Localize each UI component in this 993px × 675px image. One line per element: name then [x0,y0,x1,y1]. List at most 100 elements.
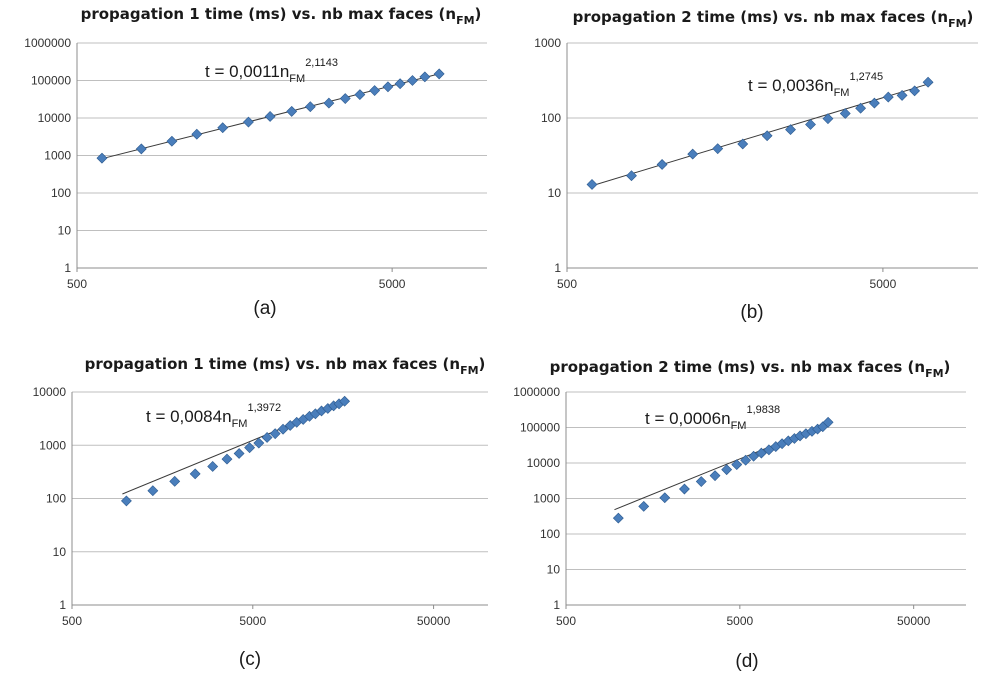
data-point [785,124,796,136]
chart-panel-d: propagation 2 time (ms) vs. nb max faces… [513,358,966,672]
x-tick-label: 500 [62,614,82,628]
data-point [269,428,281,440]
equation-superscript: 1,3972 [247,402,281,414]
data-point [221,453,233,465]
data-point [354,89,366,101]
chart-title-close: ) [944,358,951,376]
y-tick-label: 1000 [533,492,560,506]
chart-title-subscript: FM [948,17,966,30]
data-point [721,464,733,476]
data-point [695,476,707,487]
data-point [286,105,298,117]
chart-title: propagation 1 time (ms) vs. nb max faces… [81,5,482,27]
y-tick-label: 1000 [534,36,561,50]
equation-text: t = 0,0006n [645,409,731,428]
data-point [638,500,650,512]
data-point [264,111,276,122]
y-tick-label: 1000000 [513,385,560,399]
data-point [612,512,624,524]
y-tick-label: 1 [553,598,560,612]
data-point [261,432,273,443]
y-tick-label: 1000 [39,438,66,452]
chart-title-close: ) [479,355,486,373]
data-point [656,159,668,170]
data-point [896,89,908,101]
equation-subscript: FM [289,73,305,85]
data-point [748,450,760,462]
data-point [659,492,671,504]
y-tick-label: 10 [58,224,72,238]
data-point [244,442,256,454]
data-point [626,170,637,182]
y-tick-label: 10 [548,186,562,200]
chart-title-text: propagation 2 time (ms) vs. nb max faces… [550,358,925,376]
x-tick-label: 500 [556,614,576,628]
y-tick-label: 1000 [44,149,71,163]
x-tick-label: 5000 [379,277,406,291]
data-point [323,97,335,109]
chart-panel-b: propagation 2 time (ms) vs. nb max faces… [534,8,978,323]
data-point [855,102,867,114]
data-point [253,437,265,449]
data-point [189,468,201,480]
equation-subscript: FM [834,87,850,99]
data-point [169,475,181,487]
y-tick-label: 10 [53,545,67,559]
data-point [339,395,351,407]
panel-label: (a) [253,298,276,319]
y-tick-label: 10000 [527,456,561,470]
chart-title-close: ) [967,8,974,26]
panel-label: (b) [740,302,763,323]
chart-title-text: propagation 2 time (ms) vs. nb max faces… [573,8,948,26]
data-point [277,423,289,435]
data-point [822,416,834,428]
equation-superscript: 2,1143 [305,57,338,69]
equation-superscript: 1,2745 [849,71,883,83]
data-point [147,485,159,497]
chart-panel-c: propagation 1 time (ms) vs. nb max faces… [33,355,488,670]
y-tick-label: 100 [51,186,71,200]
data-point [382,81,394,93]
data-point [709,470,721,482]
data-point [233,448,245,459]
chart-title-text: propagation 1 time (ms) vs. nb max faces… [81,5,456,23]
equation-subscript: FM [232,418,248,430]
panel-label: (c) [239,649,261,670]
x-tick-label: 50000 [897,614,931,628]
data-point [96,152,108,164]
x-tick-label: 5000 [239,614,266,628]
data-point [433,68,445,80]
y-tick-label: 1 [64,261,71,275]
chart-title: propagation 2 time (ms) vs. nb max faces… [550,358,951,380]
data-point [687,148,699,160]
data-point [217,122,229,134]
data-point [339,93,351,104]
chart-title: propagation 2 time (ms) vs. nb max faces… [573,8,974,30]
chart-title: propagation 1 time (ms) vs. nb max faces… [85,355,486,377]
data-point [909,85,921,97]
equation-superscript: 1,9838 [746,404,780,416]
y-tick-label: 100 [46,492,66,506]
chart-title-subscript: FM [925,367,943,380]
data-point [419,71,431,83]
data-point [166,135,178,147]
data-point [407,75,418,86]
data-point [304,101,316,113]
data-point [731,459,743,471]
data-point [120,495,132,507]
data-point [207,461,219,472]
data-point [839,108,851,119]
y-tick-label: 1 [59,598,66,612]
y-tick-label: 100000 [31,74,71,88]
chart-title-close: ) [475,5,482,23]
data-point [868,97,880,109]
equation-text: t = 0,0036n [748,76,834,95]
chart-panel-a: propagation 1 time (ms) vs. nb max faces… [24,5,487,319]
y-tick-label: 100 [540,527,560,541]
y-tick-label: 10000 [33,385,67,399]
equation-text: t = 0,0011n [205,62,289,81]
data-point [678,483,690,495]
data-point [922,76,934,88]
data-point [755,447,767,459]
data-point [369,85,381,96]
